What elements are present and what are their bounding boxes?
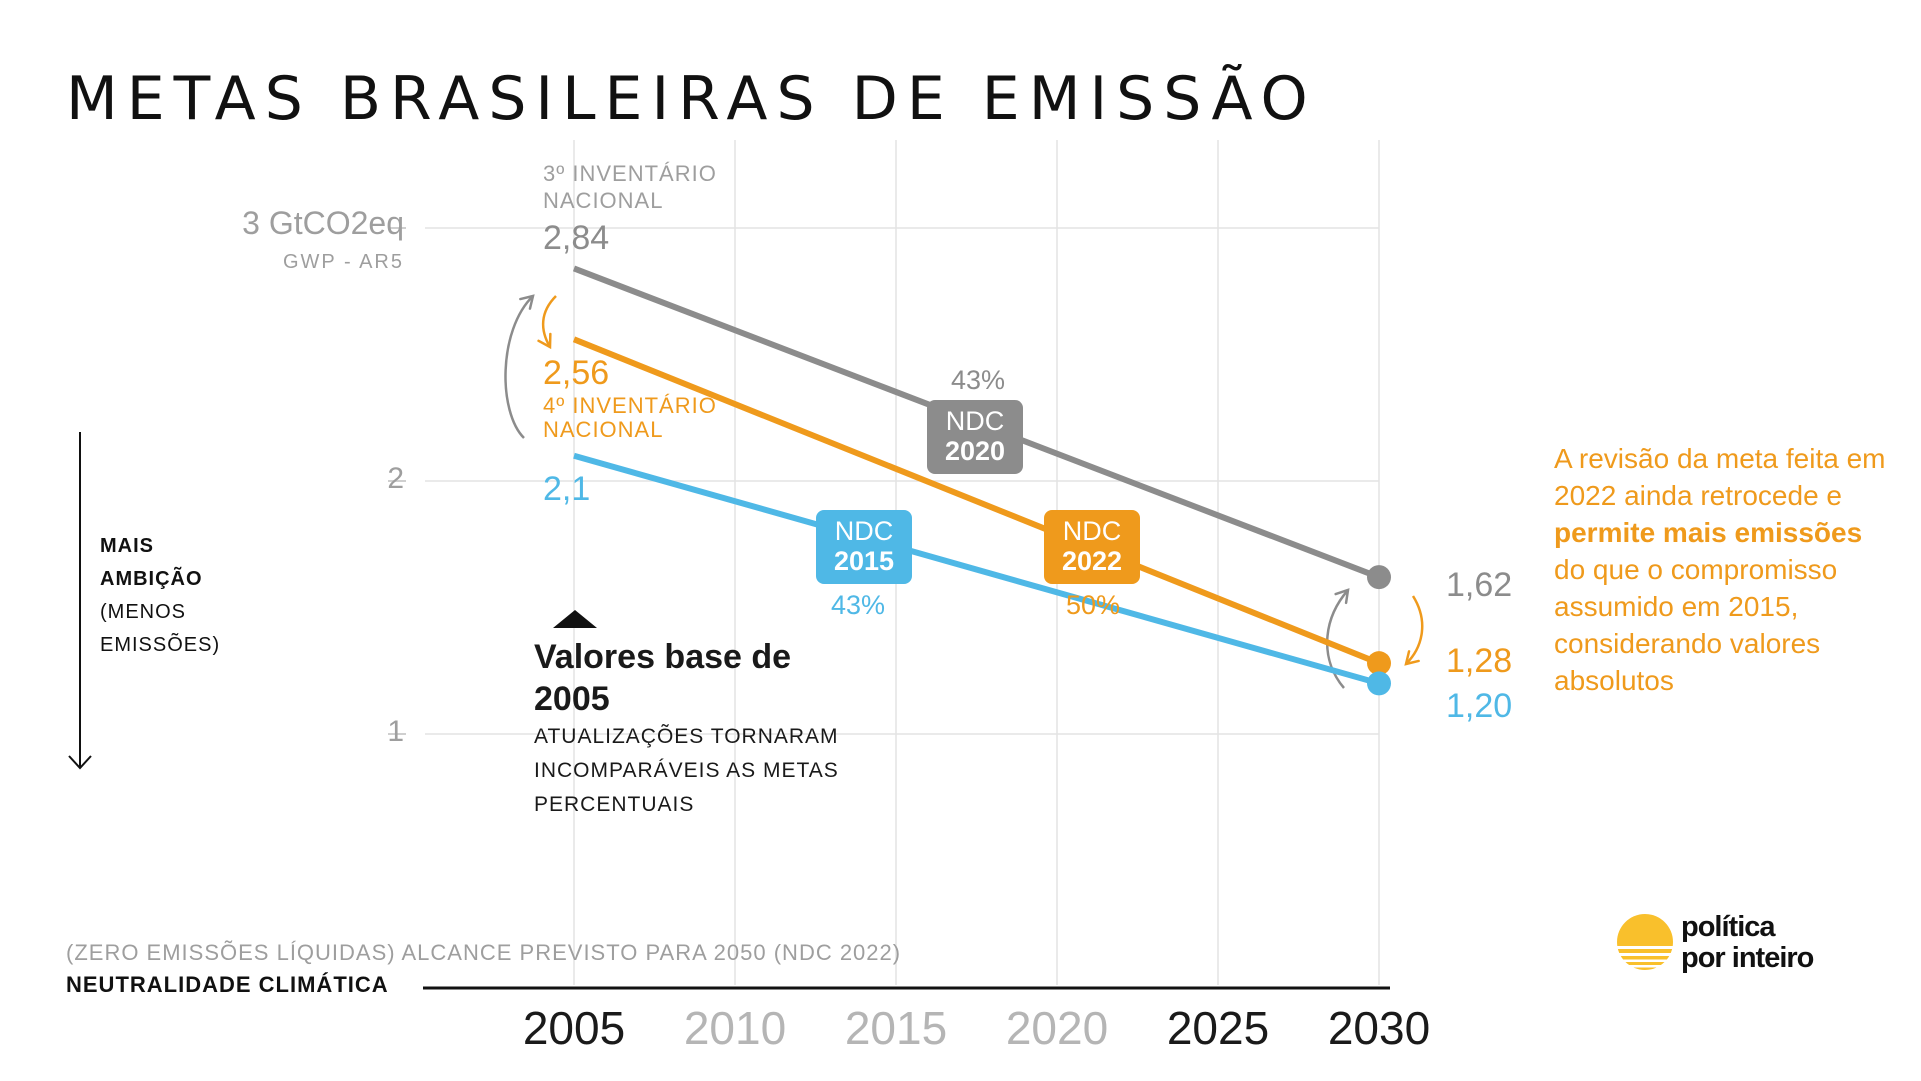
sun-icon bbox=[1617, 914, 1673, 970]
ambition-line-4: EMISSÕES) bbox=[100, 634, 221, 656]
zero-emissions-note: (ZERO EMISSÕES LÍQUIDAS) ALCANCE PREVIST… bbox=[66, 940, 902, 965]
ambition-line-3: (MENOS bbox=[100, 601, 186, 623]
revision-note-part2: do que o compromisso assumido em 2015, c… bbox=[1554, 554, 1838, 696]
ndc-2015-badge: NDC 2015 bbox=[816, 510, 912, 584]
reduction-label-ndc2015: 43% bbox=[831, 590, 886, 620]
annotation-arrows bbox=[504, 294, 1424, 689]
ambition-arrowhead-icon bbox=[68, 755, 92, 770]
third-inventory-label: 3º INVENTÁRIO NACIONAL bbox=[543, 161, 717, 213]
logo-line-2: por inteiro bbox=[1681, 942, 1814, 974]
ndc-2022-badge: NDC 2022 bbox=[1044, 510, 1140, 584]
value-label-ndc2020-end: 1,62 bbox=[1446, 566, 1513, 604]
ndc-2020-badge-label: NDC bbox=[945, 406, 1005, 436]
y-tick-label-1: 1 bbox=[387, 715, 404, 748]
x-tick-label-2005: 2005 bbox=[522, 1002, 626, 1054]
x-tick-label-2025: 2025 bbox=[1166, 1002, 1270, 1054]
series-line-ndc2015 bbox=[573, 452, 1380, 687]
baseline-note-body: ATUALIZAÇÕES TORNARAM INCOMPARÁVEIS AS M… bbox=[534, 725, 839, 816]
reduction-label-ndc2020: 43% bbox=[951, 365, 1006, 395]
ndc-2015-badge-year: 2015 bbox=[833, 546, 895, 576]
revision-arrowhead-gray-right-icon bbox=[1334, 588, 1350, 605]
value-label-ndc2022-end: 1,28 bbox=[1446, 642, 1513, 680]
series-points bbox=[1367, 565, 1391, 696]
revision-arrowhead-gray-left-icon bbox=[519, 294, 535, 310]
axes bbox=[68, 227, 1390, 990]
value-label-ndc2015-end: 1,20 bbox=[1446, 687, 1513, 725]
series-point-ndc2020-end bbox=[1367, 565, 1391, 590]
baseline-marker-triangle-icon bbox=[553, 610, 597, 628]
revision-note-part1: A revisão da meta feita em 2022 ainda re… bbox=[1554, 443, 1886, 511]
chart-title: METAS BRASILEIRAS DE EMISSÃO bbox=[66, 64, 1317, 134]
series-point-ndc2015-end bbox=[1367, 671, 1391, 696]
x-tick-label-2010: 2010 bbox=[683, 1002, 787, 1054]
ndc-2022-badge-label: NDC bbox=[1062, 516, 1122, 546]
baseline-note-title: Valores base de 2005 bbox=[534, 638, 792, 718]
logo-wordmark: política por inteiro bbox=[1681, 911, 1814, 974]
ndc-2015-badge-label: NDC bbox=[834, 516, 894, 546]
x-tick-label-2015: 2015 bbox=[844, 1002, 948, 1054]
reduction-label-ndc2022: 50% bbox=[1066, 590, 1121, 620]
x-tick-label-2030: 2030 bbox=[1327, 1002, 1431, 1054]
revision-arrow-orange-left bbox=[542, 295, 557, 348]
ambition-line-1: MAIS bbox=[100, 535, 154, 557]
revision-arrow-gray-left bbox=[504, 295, 534, 439]
value-label-ndc2020-start: 2,84 bbox=[543, 219, 610, 257]
y-axis-sub-label: GWP - AR5 bbox=[283, 251, 404, 273]
ambition-label: MAIS AMBIÇÃO (MENOS EMISSÕES) bbox=[100, 530, 220, 662]
revision-note-bold: permite mais emissões bbox=[1554, 517, 1863, 548]
y-axis-unit-label: 3 GtCO2eq bbox=[242, 205, 404, 241]
revision-arrowhead-orange-left-icon bbox=[537, 332, 552, 350]
logo-line-1: política bbox=[1681, 911, 1776, 943]
grid-lines bbox=[425, 140, 1380, 985]
y-tick-label-2: 2 bbox=[387, 462, 404, 495]
ndc-2020-badge: NDC 2020 bbox=[927, 400, 1023, 474]
fourth-inventory-label: 4º INVENTÁRIO NACIONAL bbox=[543, 393, 717, 442]
ambition-line-2: AMBIÇÃO bbox=[100, 568, 203, 590]
x-tick-label-2020: 2020 bbox=[1005, 1002, 1109, 1054]
series-line-ndc2022 bbox=[572, 336, 1381, 666]
series-lines bbox=[572, 265, 1381, 687]
revision-arrowhead-orange-right-icon bbox=[1404, 650, 1420, 666]
value-label-ndc2022-start: 2,56 bbox=[543, 354, 610, 392]
politica-por-inteiro-logo: política por inteiro bbox=[1615, 910, 1905, 980]
revision-note: A revisão da meta feita em 2022 ainda re… bbox=[1554, 440, 1894, 699]
ndc-2022-badge-year: 2022 bbox=[1061, 546, 1123, 576]
revision-arrow-orange-right bbox=[1405, 595, 1424, 665]
series-point-ndc2022-end bbox=[1367, 651, 1391, 676]
neutrality-label: NEUTRALIDADE CLIMÁTICA bbox=[66, 972, 389, 997]
value-label-ndc2015-start: 2,1 bbox=[543, 470, 591, 508]
ndc-2020-badge-year: 2020 bbox=[944, 436, 1006, 466]
